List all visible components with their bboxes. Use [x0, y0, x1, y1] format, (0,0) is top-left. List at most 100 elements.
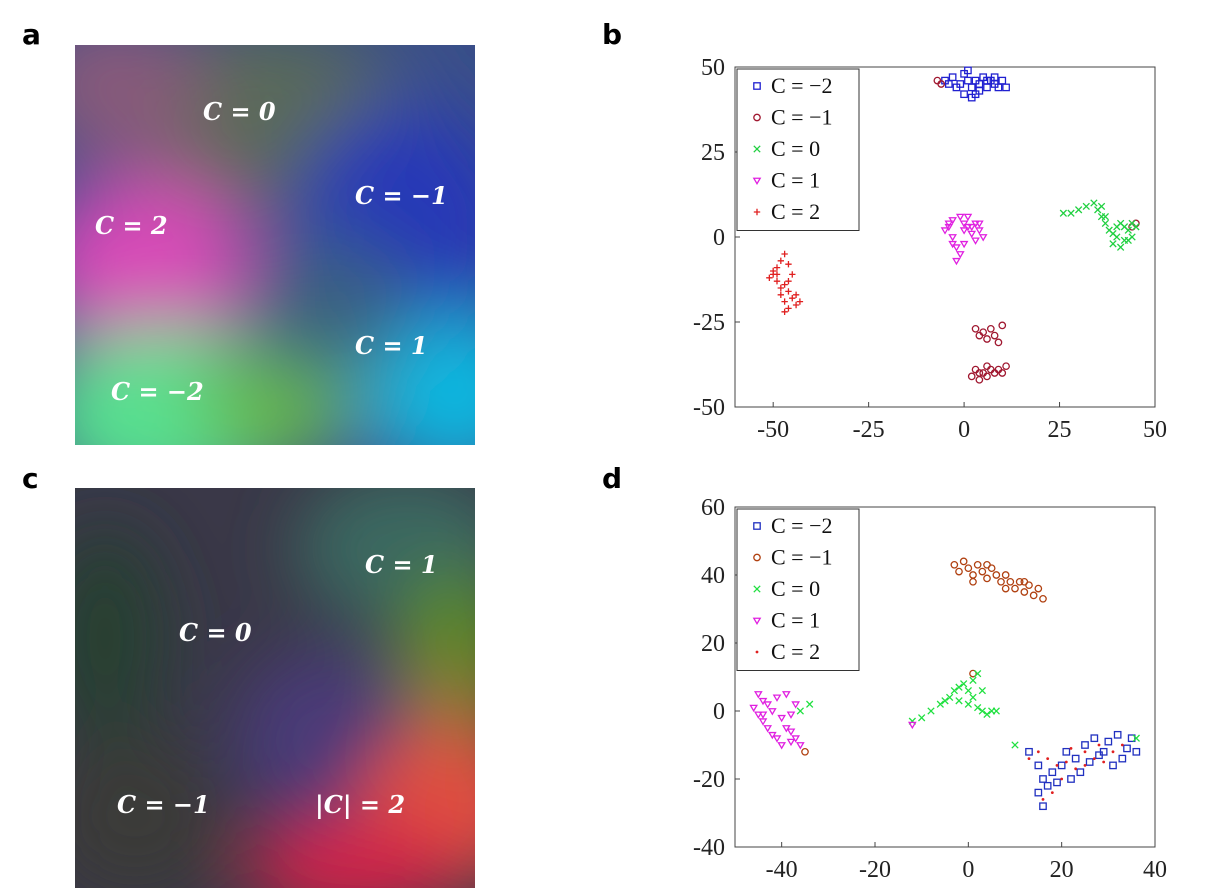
data-point [971, 324, 980, 333]
data-point [777, 291, 785, 298]
data-point [967, 93, 976, 102]
data-point [952, 257, 961, 266]
data-point [937, 80, 946, 88]
data-point [927, 707, 935, 715]
data-point [1025, 747, 1033, 756]
data-point [967, 223, 977, 232]
data-point [1113, 730, 1122, 739]
data-point [1118, 754, 1127, 763]
series-dot [1027, 743, 1124, 801]
data-point [963, 213, 973, 222]
data-point [766, 274, 773, 281]
data-point [1036, 750, 1040, 754]
data-point [1095, 751, 1103, 760]
legend-marker [753, 208, 761, 216]
series-triangle [940, 213, 988, 266]
data-point [978, 707, 986, 715]
legend-label: C = 1 [771, 608, 820, 633]
data-point [1050, 791, 1054, 794]
data-point [773, 271, 781, 278]
data-point [983, 335, 991, 343]
data-point [1092, 757, 1096, 760]
data-point [975, 86, 984, 95]
data-point [960, 680, 968, 688]
data-point [978, 567, 987, 576]
data-point [1057, 761, 1066, 770]
data-point [948, 240, 957, 249]
data-point [950, 560, 959, 569]
data-point [1002, 83, 1010, 92]
data-point [789, 271, 796, 278]
panel-letter-a: a [22, 18, 41, 51]
y-tick-label: -25 [693, 310, 725, 336]
data-point [763, 701, 773, 709]
data-point [1074, 767, 1078, 771]
data-point [944, 220, 954, 228]
data-point [801, 747, 809, 756]
data-point [777, 714, 787, 723]
data-point [1001, 584, 1010, 593]
data-point [907, 721, 917, 730]
data-point [785, 261, 792, 268]
x-tick-label: -25 [853, 417, 885, 443]
data-point [983, 710, 991, 719]
data-point [1132, 747, 1141, 756]
data-point [964, 686, 972, 695]
data-point [992, 707, 1000, 715]
data-point [964, 700, 972, 708]
data-point [973, 560, 982, 569]
data-point [786, 728, 796, 736]
data-point [948, 234, 957, 242]
data-point [1027, 757, 1031, 760]
data-point [990, 331, 999, 340]
data-point [785, 305, 792, 312]
data-point [1104, 737, 1113, 746]
data-point [1090, 734, 1099, 743]
data-point [1113, 233, 1121, 241]
data-point [789, 295, 796, 302]
data-point [952, 83, 961, 92]
region-label: C = 1 [355, 331, 428, 360]
data-point [975, 220, 984, 228]
data-point [1034, 761, 1043, 770]
y-tick-label: -50 [693, 395, 725, 421]
legend-marker [753, 553, 761, 562]
y-tick-label: 20 [701, 631, 725, 657]
data-point [1062, 747, 1071, 756]
data-point [1082, 202, 1090, 211]
series-x [1059, 199, 1140, 251]
legend-label: C = −1 [771, 105, 833, 130]
data-point [1097, 202, 1106, 211]
data-point [1116, 243, 1125, 251]
data-point [959, 227, 969, 235]
data-point [1111, 750, 1115, 754]
data-point [758, 711, 768, 719]
data-point [796, 298, 804, 305]
data-point [1034, 788, 1043, 797]
data-point [753, 691, 763, 699]
data-point [983, 574, 991, 583]
y-tick-label: -20 [693, 767, 725, 793]
data-point [964, 66, 972, 75]
data-point [1002, 362, 1010, 371]
y-tick-label: 0 [713, 699, 725, 725]
legend-marker [752, 177, 762, 185]
data-point [1029, 591, 1038, 600]
data-point [959, 240, 969, 249]
data-point [1081, 741, 1089, 749]
data-point [955, 213, 965, 222]
data-point [1127, 734, 1136, 743]
data-point [1074, 206, 1083, 214]
data-point [983, 560, 991, 569]
data-point [959, 557, 968, 566]
region-label: |C| = 2 [315, 790, 406, 819]
x-tick-label: -50 [757, 417, 789, 443]
data-point [772, 735, 782, 743]
legend-label: C = 0 [771, 576, 820, 601]
data-point [960, 90, 968, 99]
data-point [1090, 199, 1098, 207]
data-point [974, 703, 982, 712]
legend-label: C = −1 [771, 545, 833, 570]
data-point [1048, 768, 1057, 777]
data-point [1124, 236, 1132, 245]
